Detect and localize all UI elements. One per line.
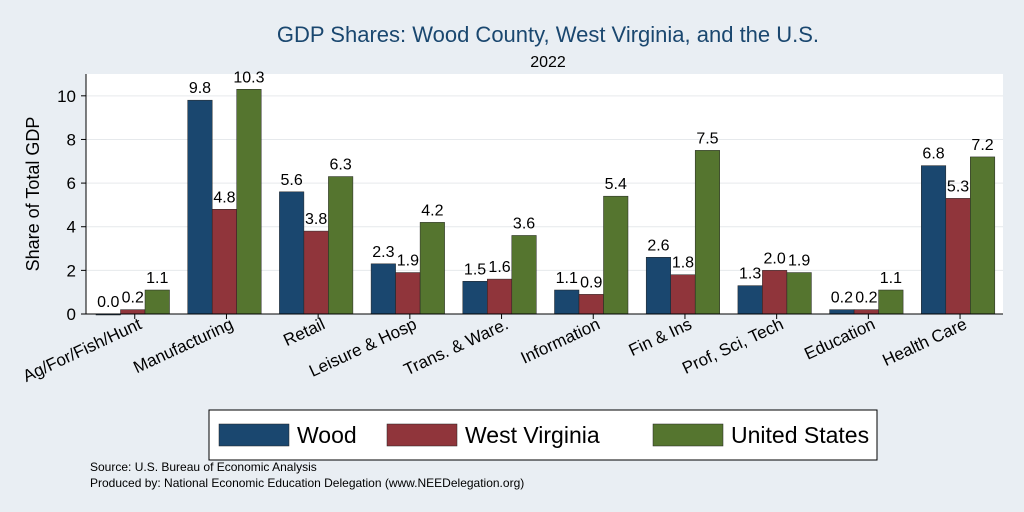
legend-box xyxy=(208,409,878,461)
category-label: Trans. & Ware. xyxy=(401,314,511,379)
bar-data-label: 2.0 xyxy=(764,250,786,267)
bar xyxy=(395,272,421,315)
category-label: Ag/For/Fish/Hunt xyxy=(20,314,145,386)
bar-data-label: 0.2 xyxy=(855,290,877,307)
bar xyxy=(829,309,855,315)
legend: Wood West Virginia United States xyxy=(208,409,878,461)
category-label: Fin & Ins xyxy=(626,314,695,360)
bar-data-label: 1.3 xyxy=(739,266,761,283)
bar-data-label: 2.6 xyxy=(647,237,669,254)
legend-items: Wood West Virginia United States xyxy=(218,422,869,448)
bar xyxy=(645,257,671,315)
bar-data-label: 5.3 xyxy=(947,178,969,195)
bar xyxy=(462,281,488,315)
bar xyxy=(236,89,262,315)
bar-data-label: 6.8 xyxy=(922,146,944,163)
legend-swatch xyxy=(652,423,724,447)
bar-data-label: 7.2 xyxy=(971,137,993,154)
bar-data-label: 10.3 xyxy=(233,69,264,86)
y-tick-label: 2 xyxy=(67,261,76,280)
y-tick-label: 0 xyxy=(67,305,76,324)
bar xyxy=(370,263,396,315)
y-tick-label: 4 xyxy=(67,218,76,237)
bar xyxy=(187,99,213,315)
y-tick-label: 8 xyxy=(67,130,76,149)
category-label: Prof, Sci, Tech xyxy=(679,314,786,377)
bar xyxy=(670,274,696,315)
bar xyxy=(211,209,237,315)
bar-data-label: 0.2 xyxy=(831,290,853,307)
bar xyxy=(578,294,604,315)
bar-data-label: 1.1 xyxy=(880,270,902,287)
bar xyxy=(603,195,629,315)
bar-data-label: 1.9 xyxy=(788,253,810,270)
bar xyxy=(303,230,329,315)
bar-data-label: 2.3 xyxy=(372,244,394,261)
bar xyxy=(737,285,763,315)
bar xyxy=(762,270,788,315)
y-tick-label: 6 xyxy=(67,174,76,193)
bar xyxy=(511,235,537,315)
bar-data-label: 1.9 xyxy=(397,253,419,270)
bar xyxy=(487,278,513,315)
bar xyxy=(945,198,971,315)
bar xyxy=(786,272,812,315)
bar xyxy=(144,289,170,315)
bar xyxy=(921,165,947,315)
legend-swatch xyxy=(386,423,458,447)
category-label: Information xyxy=(518,314,603,367)
bar-data-label: 1.8 xyxy=(672,255,694,272)
bar-data-label: 7.5 xyxy=(696,130,718,147)
category-label: Health Care xyxy=(879,314,969,370)
category-label: Manufacturing xyxy=(130,314,236,377)
bar xyxy=(694,150,720,315)
bar-data-label: 1.1 xyxy=(556,270,578,287)
data-labels: 0.0 0.21.19.84.810.35.63.86.32.31.94.21.5… xyxy=(97,69,994,311)
bar-data-label: 5.6 xyxy=(281,172,303,189)
bar-data-label: 9.8 xyxy=(189,80,211,97)
category-label: Education xyxy=(801,314,878,363)
legend-swatch xyxy=(218,423,290,447)
bar-data-label: 4.8 xyxy=(213,189,235,206)
bar-data-label: 1.1 xyxy=(146,270,168,287)
bar-data-label: 0.9 xyxy=(580,274,602,291)
legend-label: West Virginia xyxy=(465,422,600,448)
legend-label: Wood xyxy=(297,422,357,448)
bar xyxy=(279,191,305,315)
bar-data-label: 3.8 xyxy=(305,211,327,228)
bar xyxy=(328,176,354,315)
y-axis-label: Share of Total GDP xyxy=(23,117,43,272)
chart-subtitle: 2022 xyxy=(530,54,566,71)
y-tick-label: 10 xyxy=(57,87,76,106)
bar-data-label: 0.2 xyxy=(122,290,144,307)
legend-label: United States xyxy=(731,422,869,448)
category-label: Retail xyxy=(280,314,327,350)
bar xyxy=(419,222,445,315)
bar-data-label: 5.4 xyxy=(605,176,627,193)
bar-data-label: 1.5 xyxy=(464,261,486,278)
bar-data-label: 6.3 xyxy=(330,157,352,174)
produced-note: Produced by: National Economic Education… xyxy=(90,476,524,490)
bar-data-label: 0.0 xyxy=(97,294,119,311)
chart-title: GDP Shares: Wood County, West Virginia, … xyxy=(277,22,819,47)
bar xyxy=(120,309,146,315)
source-note: Source: U.S. Bureau of Economic Analysis xyxy=(90,460,317,474)
bars xyxy=(95,89,996,316)
bar-data-label: 4.2 xyxy=(421,202,443,219)
bar-data-label: 1.6 xyxy=(488,259,510,276)
bar-data-label: 3.6 xyxy=(513,215,535,232)
y-ticks: 0 2 4 6 8 10 xyxy=(57,87,86,324)
bar xyxy=(554,289,580,315)
bar xyxy=(853,309,879,315)
bar xyxy=(878,289,904,315)
bar xyxy=(970,156,996,315)
